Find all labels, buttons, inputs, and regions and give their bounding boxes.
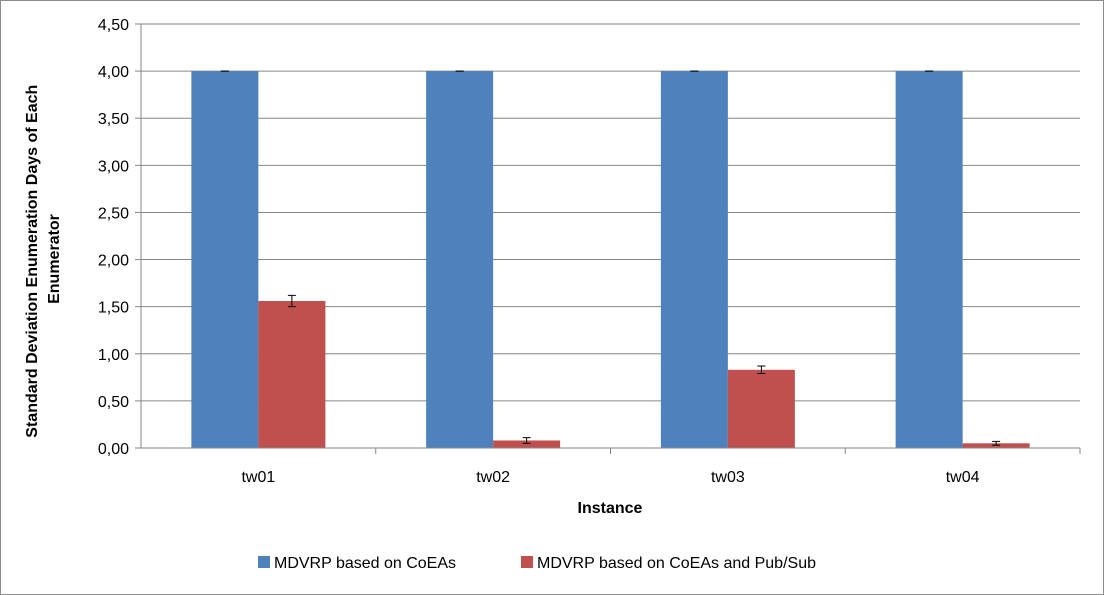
y-tick-label: 2,50 — [98, 205, 129, 222]
y-tick-label: 0,00 — [98, 441, 129, 458]
bars — [191, 71, 1030, 448]
x-tick-label: tw01 — [241, 469, 275, 486]
x-tick-label: tw04 — [946, 469, 980, 486]
axes — [135, 23, 1081, 454]
legend-swatch — [258, 556, 270, 568]
bar — [426, 71, 494, 448]
x-tick-labels: tw01 tw02 tw03 tw04 — [241, 469, 979, 486]
y-tick-label: 1,00 — [98, 347, 129, 364]
y-tick-label: 4,50 — [98, 17, 129, 34]
error-bars — [220, 70, 1001, 446]
x-axis-title: Instance — [578, 500, 643, 517]
legend-label: MDVRP based on CoEAs and Pub/Sub — [537, 555, 816, 572]
y-tick-labels: 0,00 0,50 1,00 1,50 2,00 2,50 3,00 3,50 4,00 4,50 — [98, 17, 129, 458]
bar — [493, 440, 561, 448]
x-tick-label: tw02 — [476, 469, 510, 486]
legend-label: MDVRP based on CoEAs — [274, 555, 456, 572]
bar — [191, 71, 259, 448]
y-axis-title-line-2: Enumerator — [46, 214, 63, 304]
y-axis-title-line-1: Standard Deviation Enumeration Days of E… — [24, 85, 41, 438]
y-tick-label: 0,50 — [98, 394, 129, 411]
y-tick-label: 2,00 — [98, 253, 129, 270]
bar — [895, 71, 963, 448]
y-tick-label: 1,50 — [98, 300, 129, 317]
bar — [258, 301, 326, 448]
legend-swatch — [521, 556, 533, 568]
y-tick-label: 3,00 — [98, 158, 129, 175]
bar — [727, 369, 795, 448]
bar — [660, 71, 728, 448]
y-tick-label: 4,00 — [98, 64, 129, 81]
x-tick-label: tw03 — [711, 469, 745, 486]
y-tick-label: 3,50 — [98, 111, 129, 128]
y-axis-title: Standard Deviation Enumeration Days of E… — [24, 80, 63, 437]
legend: MDVRP based on CoEAs MDVRP based on CoEAs… — [258, 555, 816, 572]
